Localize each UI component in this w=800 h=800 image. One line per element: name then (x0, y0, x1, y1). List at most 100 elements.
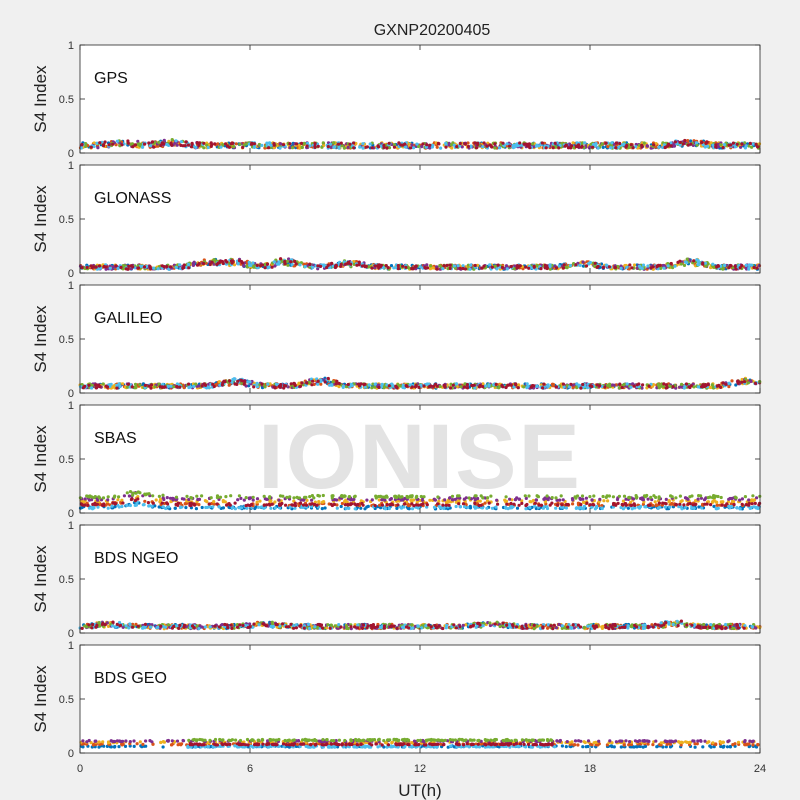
data-point (696, 497, 700, 501)
data-point (541, 506, 546, 510)
data-point (740, 380, 744, 384)
data-point (396, 503, 400, 507)
data-point (504, 495, 508, 499)
data-point (696, 263, 700, 267)
data-point (678, 385, 682, 389)
data-point (751, 494, 755, 498)
data-point (738, 266, 742, 270)
data-point (603, 385, 607, 389)
data-point (508, 497, 512, 501)
data-point (140, 145, 145, 149)
data-point (624, 497, 628, 501)
data-point (157, 494, 161, 498)
data-point (641, 383, 645, 387)
data-point (514, 383, 518, 387)
data-point (143, 383, 147, 387)
data-point (302, 262, 306, 266)
data-point (525, 386, 529, 390)
data-point (550, 501, 554, 505)
data-point (260, 263, 265, 267)
data-point (620, 385, 624, 390)
data-point (669, 262, 673, 266)
data-point (409, 494, 413, 498)
data-point (157, 140, 161, 144)
data-point (637, 143, 642, 147)
data-point (285, 259, 289, 263)
data-point (428, 498, 432, 502)
data-point (581, 507, 586, 511)
data-point (428, 143, 432, 147)
data-point (316, 144, 320, 148)
data-point (535, 494, 539, 498)
data-point (321, 141, 325, 145)
data-point (209, 141, 213, 145)
data-point (252, 145, 256, 149)
data-point (295, 142, 299, 146)
data-point (236, 262, 240, 266)
data-point (657, 386, 661, 390)
data-point (116, 498, 120, 502)
system-label: GPS (94, 70, 128, 87)
data-point (190, 142, 194, 146)
data-point (352, 262, 356, 266)
data-point (94, 386, 98, 390)
data-point (252, 385, 256, 389)
data-point (130, 142, 134, 146)
data-point (436, 495, 440, 499)
data-point (187, 382, 191, 386)
data-point (711, 143, 715, 147)
y-tick-label: 0 (68, 388, 74, 400)
data-point (288, 142, 292, 146)
data-point (202, 141, 206, 145)
data-point (150, 504, 154, 508)
data-point (272, 142, 276, 146)
data-point (711, 262, 715, 266)
data-point (301, 503, 306, 507)
data-point (503, 498, 507, 502)
data-point (304, 495, 308, 499)
data-point (661, 263, 665, 268)
data-point (211, 505, 215, 509)
data-point (550, 496, 554, 500)
data-point (622, 494, 627, 498)
data-point (436, 141, 440, 145)
data-point (689, 142, 693, 146)
data-point (331, 380, 335, 384)
y-tick-label: 0 (68, 508, 74, 520)
data-point (305, 498, 309, 502)
data-point (629, 503, 634, 507)
data-point (304, 503, 309, 507)
data-point (209, 144, 213, 148)
data-point (195, 494, 199, 498)
data-point (744, 263, 748, 267)
data-point (319, 382, 323, 386)
data-point (695, 143, 699, 147)
data-point (441, 506, 445, 510)
data-point (697, 505, 701, 509)
data-point (320, 145, 324, 149)
data-point (131, 491, 135, 495)
data-point (740, 263, 744, 268)
data-point (126, 139, 130, 143)
data-point (325, 265, 329, 270)
data-point (308, 144, 312, 148)
data-point (496, 502, 500, 506)
data-point (279, 257, 283, 261)
data-point (80, 142, 84, 147)
data-point (659, 266, 663, 270)
data-point (252, 142, 256, 146)
data-point (428, 267, 432, 271)
data-point (263, 266, 267, 270)
data-point (441, 267, 445, 271)
data-point (344, 506, 348, 510)
data-point (289, 382, 293, 386)
data-point (108, 383, 112, 387)
data-point (328, 142, 332, 146)
data-point (714, 145, 718, 149)
data-point (128, 490, 133, 494)
data-point (485, 506, 489, 510)
data-point (293, 504, 298, 508)
data-point (349, 498, 353, 502)
data-point (691, 503, 695, 507)
data-point (175, 143, 179, 147)
